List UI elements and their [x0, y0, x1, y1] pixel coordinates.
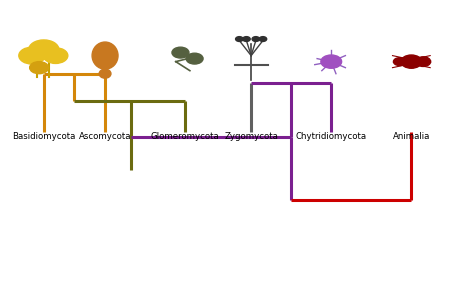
- Text: Zygomycota: Zygomycota: [224, 133, 278, 141]
- Circle shape: [416, 57, 431, 67]
- Circle shape: [259, 36, 267, 41]
- Circle shape: [236, 36, 243, 41]
- Circle shape: [252, 36, 260, 41]
- Text: Ascomycota: Ascomycota: [79, 133, 131, 141]
- Circle shape: [393, 58, 406, 66]
- Circle shape: [43, 48, 68, 64]
- Circle shape: [29, 40, 59, 59]
- Text: Glomeromycota: Glomeromycota: [151, 133, 219, 141]
- Circle shape: [243, 36, 250, 41]
- Circle shape: [401, 55, 422, 68]
- Text: Chytridiomycota: Chytridiomycota: [296, 133, 367, 141]
- Circle shape: [186, 53, 203, 64]
- Text: Basidiomycota: Basidiomycota: [12, 133, 75, 141]
- Circle shape: [30, 62, 48, 74]
- Circle shape: [321, 55, 342, 68]
- Circle shape: [172, 47, 189, 58]
- Ellipse shape: [92, 42, 118, 69]
- Ellipse shape: [99, 69, 111, 78]
- Text: Animalia: Animalia: [392, 133, 430, 141]
- Circle shape: [19, 47, 45, 64]
